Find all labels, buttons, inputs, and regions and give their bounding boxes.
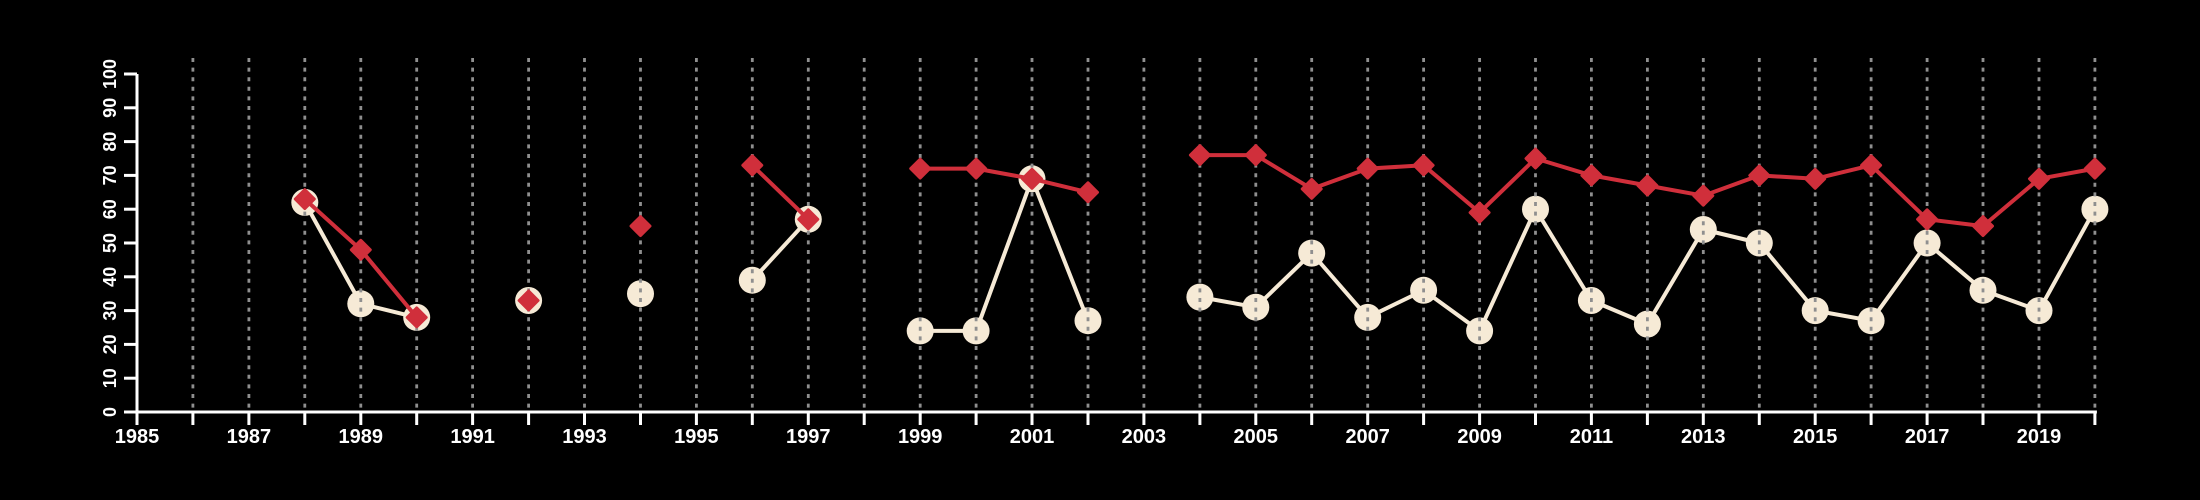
data-point-diamond [1412, 154, 1435, 177]
data-point-circle [1466, 317, 1494, 345]
x-tick-label: 2011 [1570, 426, 1613, 448]
y-tick-label: 30 [100, 301, 120, 321]
data-point-diamond [349, 238, 372, 261]
data-point-diamond [1077, 181, 1099, 204]
red-diamonds-line-segment [918, 166, 1090, 195]
data-point-diamond [965, 157, 988, 180]
y-tick-label: 60 [100, 199, 120, 219]
x-tick-label: 1991 [450, 426, 495, 448]
data-point-circle [1522, 195, 1549, 223]
data-point-diamond [1860, 154, 1883, 177]
y-tick-label: 50 [100, 233, 120, 253]
x-tick-label: 2015 [1793, 426, 1838, 448]
data-point-diamond [741, 154, 764, 177]
data-point-diamond [2028, 167, 2050, 190]
series-red-diamonds [293, 144, 2106, 329]
cream-circles-line-segment [918, 176, 1090, 333]
data-point-diamond [909, 157, 932, 180]
x-tick-label: 1987 [227, 426, 272, 448]
y-tick-label: 10 [100, 368, 120, 388]
data-point-circle [1186, 283, 1214, 311]
data-point-circle [2081, 195, 2109, 223]
data-point-diamond [1244, 144, 1267, 167]
data-point-diamond [1300, 177, 1323, 200]
data-point-diamond [2083, 157, 2106, 180]
data-point-diamond [405, 306, 428, 329]
data-point-circle [962, 317, 990, 345]
data-point-circle [627, 280, 654, 308]
y-tick-label: 80 [100, 132, 120, 152]
x-tick-label: 1989 [339, 426, 384, 448]
x-tick-label: 2001 [1010, 426, 1055, 448]
data-point-diamond [1916, 208, 1939, 231]
x-tick-label: 2009 [1457, 426, 1502, 448]
x-tick-label: 2005 [1234, 426, 1279, 448]
y-tick-label: 0 [100, 407, 120, 417]
y-tick-label: 90 [100, 98, 120, 118]
data-point-diamond [1580, 164, 1603, 187]
cream-circles-line-segment [750, 217, 811, 283]
axes: 1985 1987 1989 1991 1993 1995 1997 1999 2001 2003… [100, 59, 2097, 448]
y-tick-label: 20 [100, 334, 120, 354]
data-point-circle [906, 317, 934, 345]
x-tick-label: 2003 [1122, 426, 1167, 448]
data-point-diamond [517, 289, 540, 312]
x-tick-label: 1995 [674, 426, 719, 448]
data-point-diamond [1972, 215, 1994, 238]
data-point-circle [1633, 310, 1661, 338]
data-point-circle [1689, 216, 1717, 243]
data-point-diamond [797, 208, 820, 231]
data-point-diamond [1804, 167, 1827, 190]
data-point-circle [347, 290, 375, 318]
x-tick-label: 1985 [115, 426, 160, 448]
gridlines [191, 58, 2097, 410]
y-tick-label: 70 [100, 165, 120, 185]
data-point-circle [1242, 293, 1270, 321]
data-point-diamond [293, 188, 316, 211]
x-tick-label: 2019 [2017, 426, 2062, 448]
x-tick-label: 2017 [1905, 426, 1950, 448]
x-tick-label: 2007 [1345, 426, 1390, 448]
red-diamonds-line-segment [750, 163, 811, 222]
data-point-diamond [1021, 167, 1043, 190]
data-point-diamond [1524, 147, 1547, 170]
data-point-diamond [1188, 144, 1211, 167]
data-point-diamond [1636, 174, 1659, 197]
data-point-diamond [1468, 201, 1491, 224]
y-tick-label: 100 [100, 59, 120, 89]
y-tick-label: 40 [100, 267, 120, 287]
data-point-diamond [629, 215, 652, 238]
data-point-diamond [1356, 157, 1379, 180]
data-point-diamond [1748, 164, 1771, 187]
x-tick-label: 1993 [562, 426, 607, 448]
x-tick-label: 1999 [898, 426, 943, 448]
data-point-diamond [1692, 184, 1715, 207]
x-tick-label: 1997 [786, 426, 831, 448]
x-tick-label: 2013 [1681, 426, 1726, 448]
